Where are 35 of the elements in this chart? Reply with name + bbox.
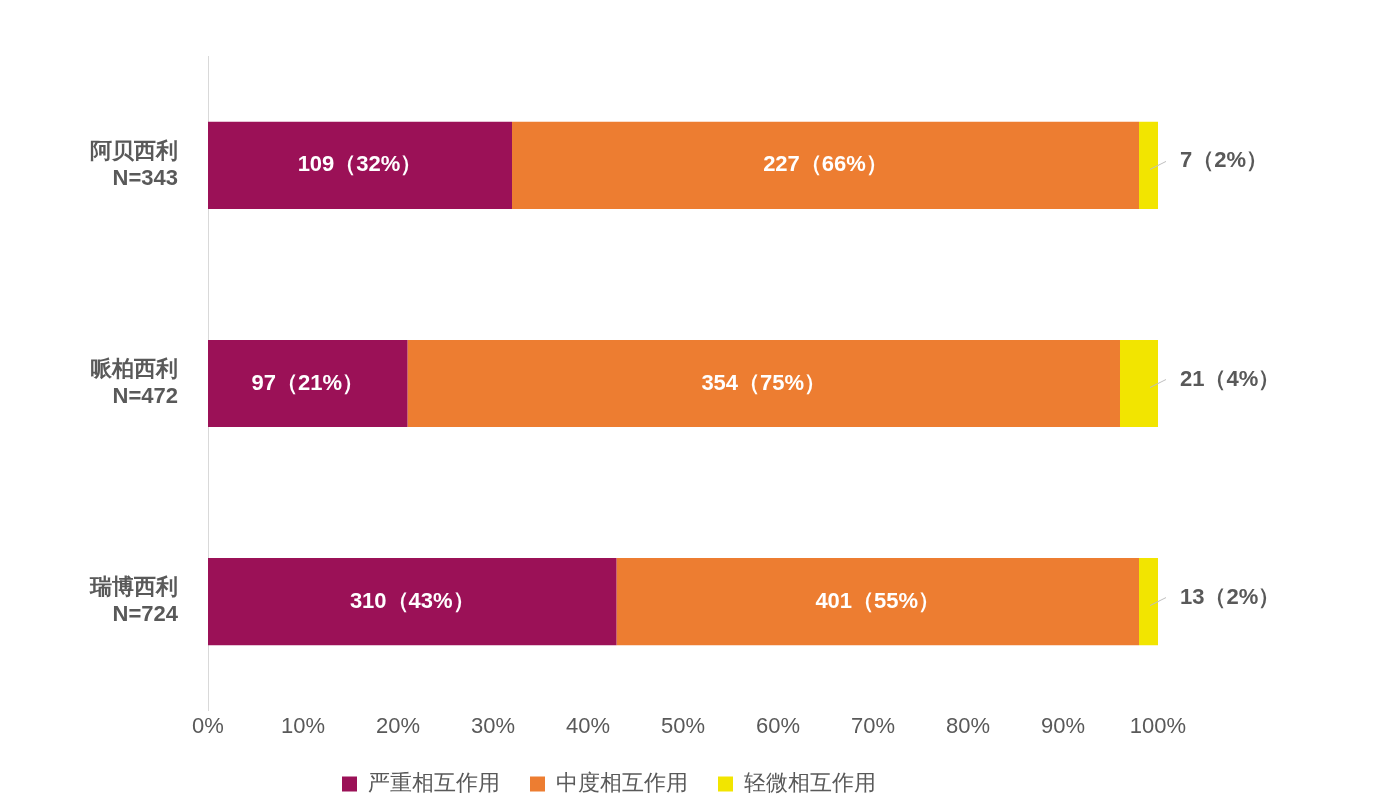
y-tick-label: 阿贝西利 N=343 (90, 138, 178, 190)
bar (1139, 557, 1158, 646)
x-tick-label: 60% (755, 712, 801, 738)
bar (208, 339, 408, 428)
x-tick-label: 20% (375, 712, 421, 738)
bar (512, 121, 1139, 210)
x-tick-label: 40% (565, 712, 611, 738)
x-tick-label: 70% (850, 712, 896, 738)
data-label: 97（21%） (251, 369, 365, 395)
x-tick-label: 0% (192, 712, 224, 738)
bar (1139, 121, 1158, 210)
x-tick-label: 50% (660, 712, 706, 738)
y-tick-label: 瑞博西利 N=724 (89, 574, 179, 626)
legend-label: 严重相互作用 (368, 770, 500, 796)
data-label: 7（2%） (1180, 147, 1269, 173)
data-label: 13（2%） (1180, 583, 1281, 609)
x-tick-label: 80% (945, 712, 991, 738)
bar (208, 557, 617, 646)
data-label: 21（4%） (1180, 365, 1281, 391)
data-label: 354（75%） (701, 369, 827, 395)
bar (1120, 339, 1158, 428)
data-label: 109（32%） (297, 151, 423, 177)
x-tick-label: 90% (1040, 712, 1086, 738)
x-tick-label: 100% (1129, 712, 1187, 738)
data-label: 310（43%） (349, 587, 475, 613)
data-label: 401（55%） (815, 587, 941, 613)
bar (208, 121, 512, 210)
bar (407, 339, 1120, 428)
y-tick-label: 哌柏西利 N=472 (90, 356, 178, 408)
x-tick-label: 30% (470, 712, 516, 738)
x-tick-label: 10% (280, 712, 326, 738)
bar (616, 557, 1139, 646)
legend-label: 轻微相互作用 (744, 770, 876, 796)
legend-label: 中度相互作用 (556, 770, 688, 796)
data-label: 227（66%） (763, 151, 888, 177)
